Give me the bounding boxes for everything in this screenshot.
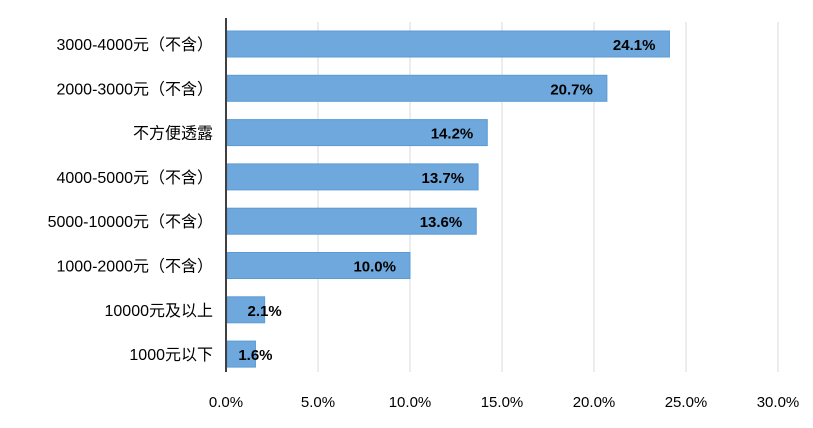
x-tick-label: 20.0% [573, 394, 616, 411]
data-label: 10.0% [353, 259, 396, 276]
data-label: 14.2% [431, 126, 474, 143]
category-label: 2000-3000元（不含） [56, 80, 213, 98]
category-label: 5000-10000元（不含） [48, 213, 213, 231]
bar [226, 163, 479, 191]
category-labels: 3000-4000元（不含） 2000-3000元（不含） 不方便透露 4000-50… [48, 36, 213, 364]
bar [226, 252, 411, 279]
bar [226, 30, 670, 58]
x-tick-label: 5.0% [301, 394, 335, 411]
category-label: 1000元以下 [129, 347, 213, 364]
x-tick-label: 25.0% [665, 394, 708, 411]
data-label: 20.7% [550, 81, 593, 98]
bar [226, 207, 477, 235]
category-label: 10000元及以上 [105, 302, 214, 320]
data-label: 1.6% [238, 347, 272, 364]
bars [226, 30, 670, 368]
bar [226, 296, 266, 324]
data-label: 13.7% [422, 170, 465, 187]
x-tick-label: 10.0% [389, 394, 432, 411]
category-label: 3000-4000元（不含） [56, 36, 213, 54]
x-tick-label: 15.0% [481, 394, 524, 411]
x-tick-label: 30.0% [757, 394, 800, 411]
x-tick-label: 0.0% [209, 394, 243, 411]
data-labels: 24.1% 20.7% 14.2% 13.7% 13.6% 10.0% 2.1% 1.6% [238, 37, 655, 364]
bar [226, 74, 608, 102]
bar [226, 340, 256, 368]
category-label: 4000-5000元（不含） [56, 169, 213, 187]
category-label: 1000-2000元（不含） [56, 258, 213, 276]
data-label: 13.6% [420, 214, 463, 231]
category-label: 不方便透露 [133, 125, 213, 143]
x-tick-labels: 0.0% 5.0% 10.0% 15.0% 20.0% 25.0% 30.0% [209, 394, 799, 411]
data-label: 24.1% [613, 37, 656, 54]
data-label: 2.1% [248, 303, 282, 320]
gridlines [317, 22, 779, 372]
